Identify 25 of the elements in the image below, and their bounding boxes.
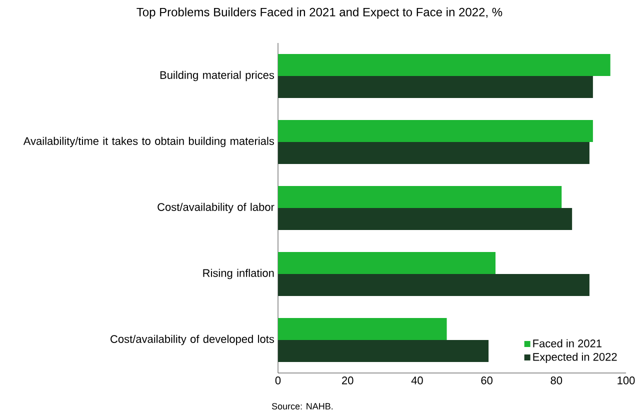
bar (278, 208, 572, 230)
bar (278, 318, 447, 340)
x-tick-label: 40 (411, 376, 423, 384)
bar (278, 274, 590, 296)
x-tick-label: 80 (550, 376, 562, 384)
y-tick-label: Cost/availability of labor (158, 202, 274, 214)
y-tick-label: Building material prices (160, 70, 274, 82)
x-tick-label: 60 (481, 376, 492, 384)
y-tick-label: Rising inflation (203, 268, 274, 280)
y-tick-label: Cost/availability of developed lots (110, 334, 274, 346)
y-tick-label: Availability/time it takes to obtain building materials (23, 136, 274, 148)
x-tick-label: 0 (275, 376, 281, 384)
bar (278, 252, 496, 274)
chart-title: Top Problems Builders Faced in 2021 and Expect to Face in 2022, % (136, 8, 502, 19)
source-note: Source: NAHB. (272, 403, 333, 410)
bar (278, 76, 593, 98)
x-tick-label: 20 (342, 376, 354, 384)
bar (278, 54, 610, 76)
bar (278, 186, 562, 208)
legend-label: Faced in 2021 (533, 339, 602, 348)
bar (278, 142, 590, 164)
bar (278, 120, 593, 142)
x-tick-label: 100 (618, 376, 635, 384)
legend-label: Expected in 2022 (533, 352, 617, 363)
bar (278, 340, 489, 362)
